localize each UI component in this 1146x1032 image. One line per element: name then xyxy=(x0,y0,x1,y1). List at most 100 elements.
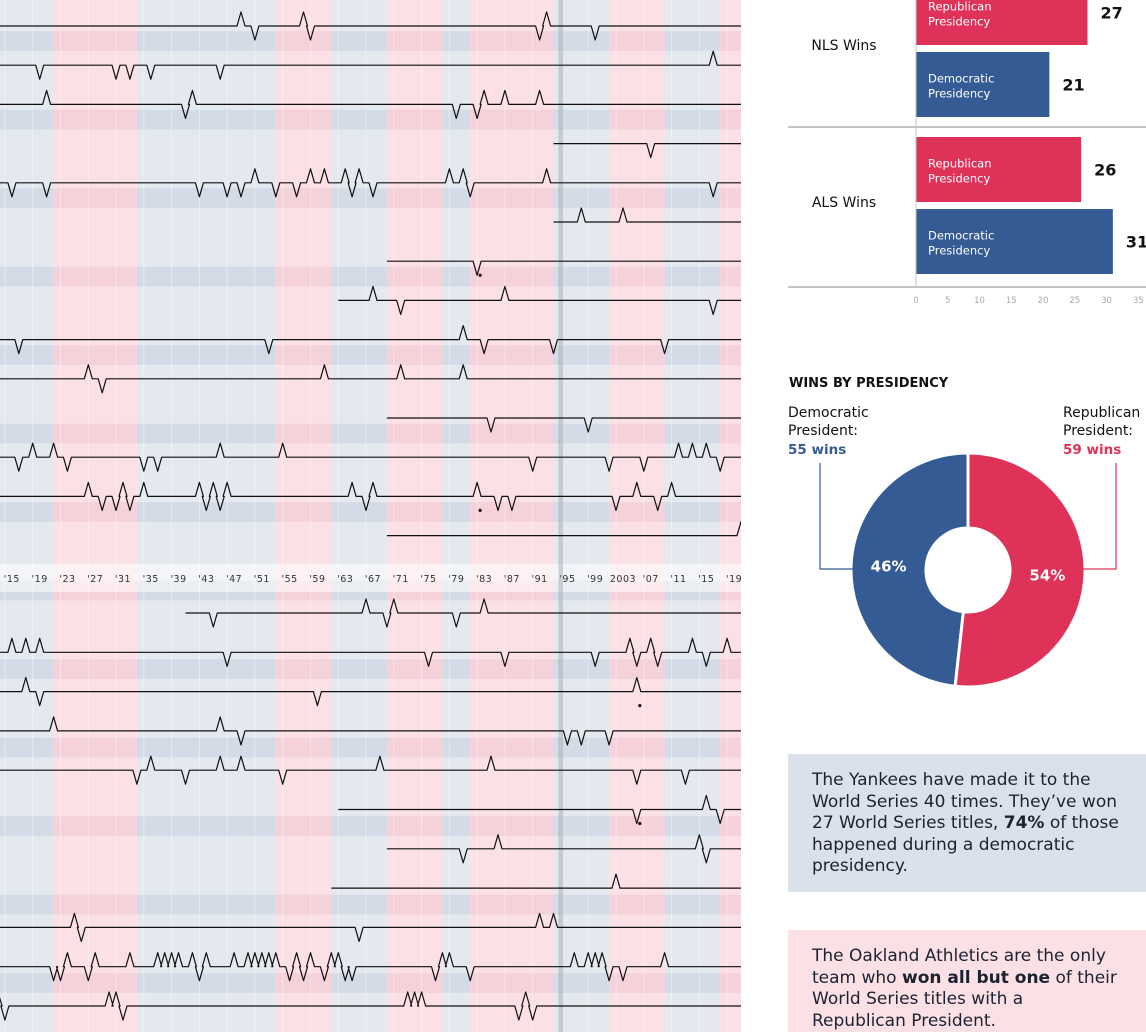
team-line-nl-5 xyxy=(553,207,741,223)
row-stripe xyxy=(386,737,443,758)
row-stripe xyxy=(0,266,54,287)
team-line-al-9 xyxy=(0,952,741,982)
row-stripe xyxy=(553,423,610,444)
x-tick-label: 25 xyxy=(1069,296,1080,306)
row-stripe xyxy=(720,894,741,915)
year-tick-label: '19 xyxy=(726,574,741,585)
bar-value-label: 31 xyxy=(1126,233,1146,252)
row-stripe xyxy=(275,31,332,51)
year-axis-band xyxy=(0,564,741,592)
legend-wins-text: 59 wins xyxy=(1063,442,1121,458)
row-stripe xyxy=(0,659,54,679)
year-tick-label: '79 xyxy=(448,574,464,585)
year-tick-label: '87 xyxy=(504,574,520,585)
row-stripe xyxy=(470,894,554,915)
bar-republican xyxy=(916,137,1082,202)
team-line-nl-7 xyxy=(338,285,741,315)
row-stripe xyxy=(386,109,443,130)
bar-value-label: 26 xyxy=(1094,161,1116,180)
row-stripe xyxy=(553,816,610,836)
row-stripe xyxy=(720,109,741,130)
row-stripe xyxy=(331,188,387,208)
donut-pct-label: 46% xyxy=(871,558,907,576)
year-tick-label: '55 xyxy=(282,574,298,585)
row-stripe xyxy=(470,109,554,130)
row-stripe xyxy=(470,502,554,522)
bar-label-line-1: Democratic xyxy=(928,72,994,86)
row-stripe xyxy=(553,109,610,130)
row-stripe xyxy=(553,345,610,365)
row-stripe xyxy=(331,109,387,130)
row-stripe xyxy=(664,188,721,208)
bar-group-label: ALS Wins xyxy=(812,195,876,211)
row-stripe xyxy=(331,816,387,836)
team-line-nl-8 xyxy=(0,325,741,355)
year-tick-label: 2003 xyxy=(610,574,636,585)
x-tick-label: 0 xyxy=(913,296,918,306)
strike-year-line xyxy=(558,0,563,1032)
row-stripe xyxy=(331,345,387,365)
year-tick-label: '95 xyxy=(559,574,575,585)
row-stripe xyxy=(442,659,471,679)
legend-label-line-2: President: xyxy=(788,423,858,439)
bar-democratic xyxy=(916,52,1050,117)
row-stripe xyxy=(386,345,443,365)
row-stripe xyxy=(442,816,471,836)
row-stripe xyxy=(664,816,721,836)
donut-slice-democratic xyxy=(849,451,970,688)
row-stripe xyxy=(275,816,332,836)
year-tick-label: '31 xyxy=(115,574,131,585)
team-line-nl-6 xyxy=(386,260,741,276)
bar-democratic xyxy=(916,209,1113,274)
row-stripe xyxy=(609,973,665,993)
team-line-al-2 xyxy=(0,677,741,707)
row-stripe xyxy=(470,816,554,836)
bar-republican xyxy=(916,0,1088,45)
team-line-al-10 xyxy=(0,991,741,1021)
row-stripe xyxy=(553,266,610,287)
row-stripe xyxy=(442,973,471,993)
year-tick-label: '71 xyxy=(393,574,409,585)
row-stripe xyxy=(275,188,332,208)
legend-leader-line xyxy=(819,463,865,570)
row-stripe xyxy=(0,423,54,444)
team-line-al-8 xyxy=(0,912,741,942)
row-stripe xyxy=(386,894,443,915)
yankees-callout-emphasis: 74% xyxy=(1003,813,1045,833)
team-timeline-chart: '15 '19 '23 '27 '31 '35 '39 '43 '47 '51 '55 '59 '63 '… xyxy=(0,0,741,1032)
bar-label-line-1: Republican xyxy=(928,157,992,171)
team-line-al-3 xyxy=(0,716,741,746)
x-tick-label: 10 xyxy=(974,296,985,306)
row-stripe xyxy=(442,345,471,365)
row-stripe xyxy=(275,266,332,287)
row-stripe xyxy=(53,109,137,130)
row-stripe xyxy=(386,973,443,993)
row-stripe xyxy=(275,973,332,993)
year-tick-label: '67 xyxy=(365,574,381,585)
year-tick-label: '47 xyxy=(226,574,242,585)
row-stripe xyxy=(331,894,387,915)
year-tick-label: '23 xyxy=(59,574,75,585)
row-stripe xyxy=(0,502,54,522)
legend-label-line-1: Democratic xyxy=(788,405,869,421)
row-stripe xyxy=(53,816,137,836)
team-line-nl-0 xyxy=(0,11,741,41)
row-stripe xyxy=(442,894,471,915)
x-tick-label: 30 xyxy=(1101,296,1112,306)
team-line-nl-12 xyxy=(0,481,741,511)
row-stripe xyxy=(720,659,741,679)
row-stripe xyxy=(331,973,387,993)
row-stripe xyxy=(275,423,332,444)
row-stripe xyxy=(664,345,721,365)
asterisk-marker xyxy=(478,508,482,512)
team-line-nl-13 xyxy=(386,521,741,537)
row-stripe xyxy=(664,502,721,522)
x-tick-label: 20 xyxy=(1038,296,1049,306)
row-stripe xyxy=(664,423,721,444)
year-tick-label: '11 xyxy=(670,574,686,585)
row-stripe xyxy=(53,345,137,365)
year-tick-label: '83 xyxy=(476,574,492,585)
row-stripe xyxy=(720,737,741,758)
team-line-al-7 xyxy=(331,873,741,889)
x-tick-label: 5 xyxy=(945,296,950,306)
